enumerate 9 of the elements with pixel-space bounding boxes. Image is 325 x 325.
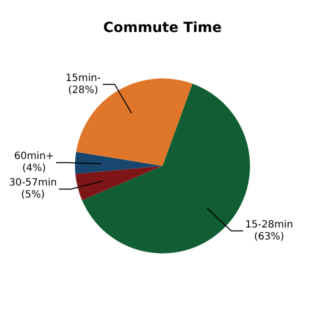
slice-label: 60min+ (14, 151, 54, 162)
slice-label: 15min- (65, 72, 102, 84)
data-label: (5%) (21, 190, 45, 201)
data-label: (63%) (254, 231, 284, 242)
data-label: (28%) (68, 84, 98, 96)
slice-label: 15-28min (245, 219, 294, 230)
chart-title: Commute Time (103, 20, 222, 36)
slice-label: 30-57min (8, 178, 57, 189)
data-label: (4%) (22, 163, 46, 174)
